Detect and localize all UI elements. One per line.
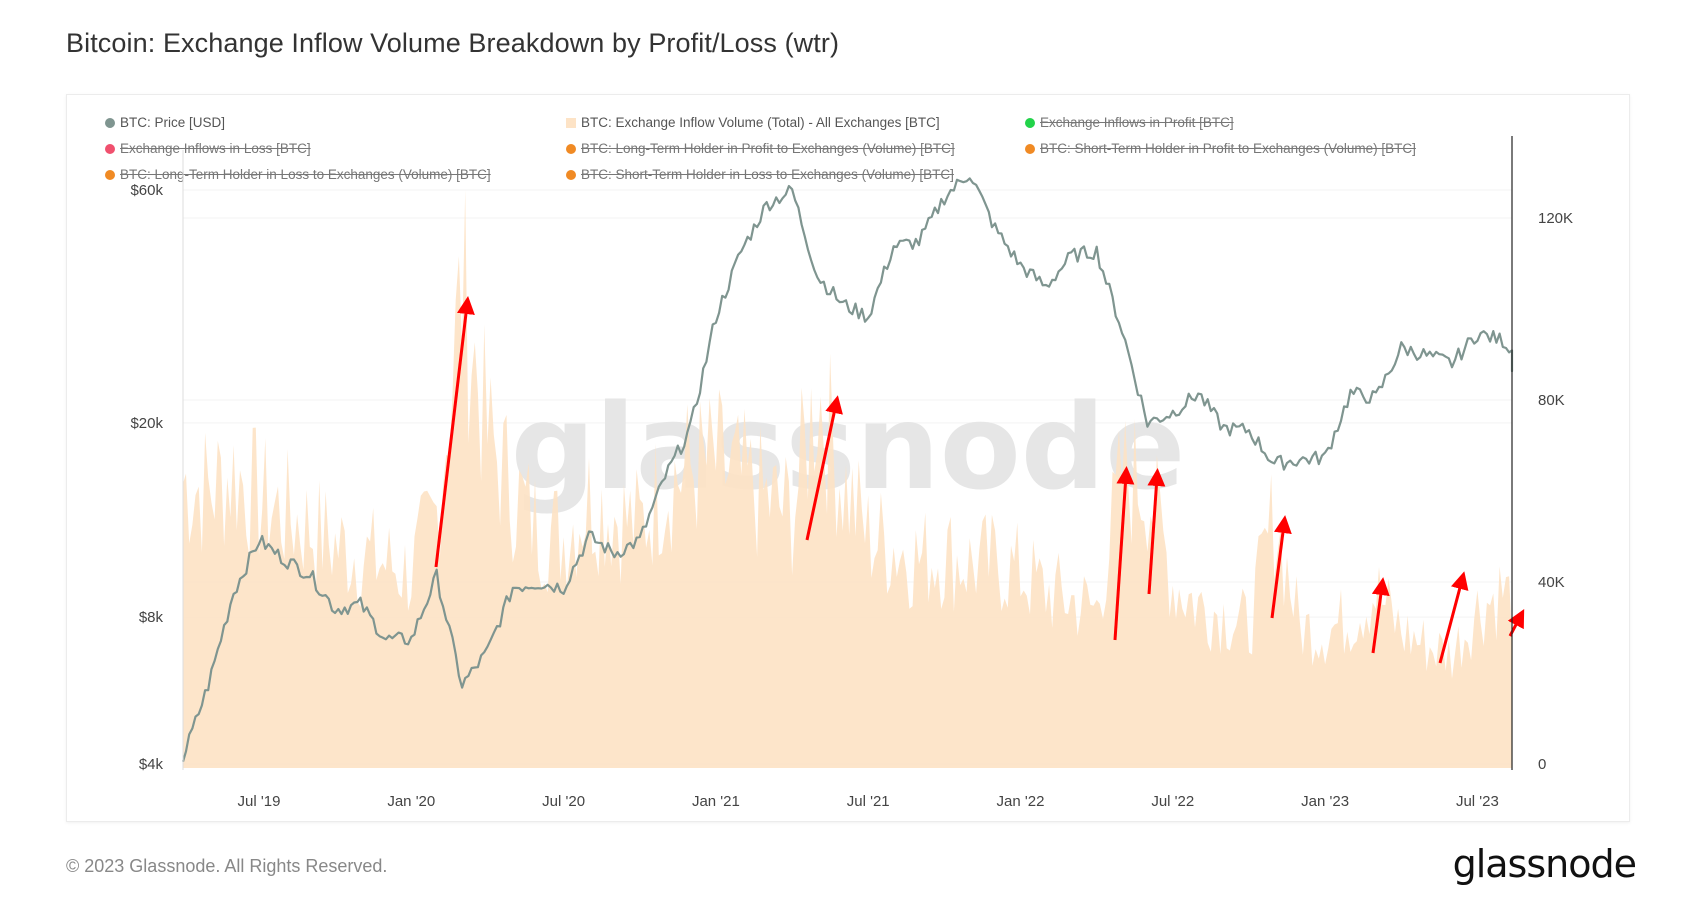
legend-item[interactable]: BTC: Long-Term Holder in Profit to Excha… — [566, 141, 955, 156]
legend-item[interactable]: BTC: Short-Term Holder in Loss to Exchan… — [566, 167, 954, 182]
y-right-tick-label: 80K — [1538, 392, 1565, 409]
annotation-arrow — [805, 395, 843, 541]
price-line-series — [181, 177, 1514, 763]
legend-item[interactable]: BTC: Exchange Inflow Volume (Total) - Al… — [566, 115, 940, 130]
x-tick-label: Jan '21 — [692, 793, 740, 810]
x-tick-label: Jul '19 — [238, 793, 281, 810]
annotation-arrow — [1270, 515, 1292, 619]
legend-dot-icon — [105, 143, 115, 154]
legend-square-icon — [566, 117, 576, 128]
x-tick-label: Jan '23 — [1301, 793, 1349, 810]
legend-label: BTC: Long-Term Holder in Loss to Exchang… — [120, 167, 491, 182]
x-tick-label: Jan '22 — [997, 793, 1045, 810]
y-right-tick-label: 120K — [1538, 210, 1573, 227]
y-left-tick-label: $4k — [139, 756, 164, 773]
legend-item[interactable]: BTC: Price [USD] — [105, 115, 225, 130]
annotation-arrows — [434, 296, 1525, 664]
annotation-arrow — [1438, 571, 1469, 664]
legend-item[interactable]: Exchange Inflows in Loss [BTC] — [105, 141, 311, 156]
legend-label: Exchange Inflows in Loss [BTC] — [120, 141, 311, 156]
annotation-arrow — [434, 296, 475, 568]
x-tick-label: Jul '21 — [847, 793, 890, 810]
y-left-tick-label: $8k — [139, 609, 164, 626]
watermark: glassnode — [511, 378, 1186, 516]
legend-label: BTC: Long-Term Holder in Profit to Excha… — [581, 141, 955, 156]
y-axis-right: 0 40K 80K 120K — [1538, 210, 1573, 773]
legend-dot-icon — [1025, 117, 1035, 128]
legend-label: Exchange Inflows in Profit [BTC] — [1040, 115, 1234, 130]
legend-label: BTC: Price [USD] — [120, 115, 226, 130]
legend-item[interactable]: Exchange Inflows in Profit [BTC] — [1025, 115, 1234, 130]
copyright-footer: © 2023 Glassnode. All Rights Reserved. — [66, 856, 388, 876]
volume-area-series — [183, 189, 1512, 769]
legend-label: BTC: Short-Term Holder in Profit to Exch… — [1040, 141, 1416, 156]
x-tick-label: Jul '22 — [1151, 793, 1194, 810]
x-tick-label: Jul '23 — [1456, 793, 1499, 810]
legend-item[interactable]: BTC: Long-Term Holder in Loss to Exchang… — [105, 167, 491, 182]
x-tick-label: Jul '20 — [542, 793, 585, 810]
y-left-tick-label: $60k — [130, 182, 163, 199]
price-line — [181, 177, 1514, 763]
legend-dot-icon — [566, 143, 576, 154]
y-axis-left: $4k $8k $20k $60k — [130, 182, 163, 773]
volume-area — [183, 189, 1512, 769]
annotation-arrow — [1147, 468, 1166, 595]
legend-dot-icon — [105, 117, 115, 128]
legend-dot-icon — [105, 169, 115, 180]
glassnode-logo[interactable]: glassnode — [1452, 842, 1637, 886]
legend-label: BTC: Exchange Inflow Volume (Total) - Al… — [581, 115, 940, 130]
y-right-tick-label: 0 — [1538, 756, 1546, 773]
y-right-tick-label: 40K — [1538, 574, 1565, 591]
legend-dot-icon — [1025, 143, 1035, 154]
annotation-arrow — [1113, 466, 1135, 641]
y-left-tick-label: $20k — [130, 415, 163, 432]
chart-title: Bitcoin: Exchange Inflow Volume Breakdow… — [66, 28, 840, 58]
legend-dot-icon — [566, 169, 576, 180]
legend-item[interactable]: BTC: Short-Term Holder in Profit to Exch… — [1025, 141, 1416, 156]
x-axis: Jul '19 Jan '20 Jul '20 Jan '21 Jul '21 Jan '… — [238, 793, 1499, 810]
annotation-arrow — [1371, 577, 1390, 654]
legend-label: BTC: Short-Term Holder in Loss to Exchan… — [581, 167, 954, 182]
x-tick-label: Jan '20 — [387, 793, 435, 810]
